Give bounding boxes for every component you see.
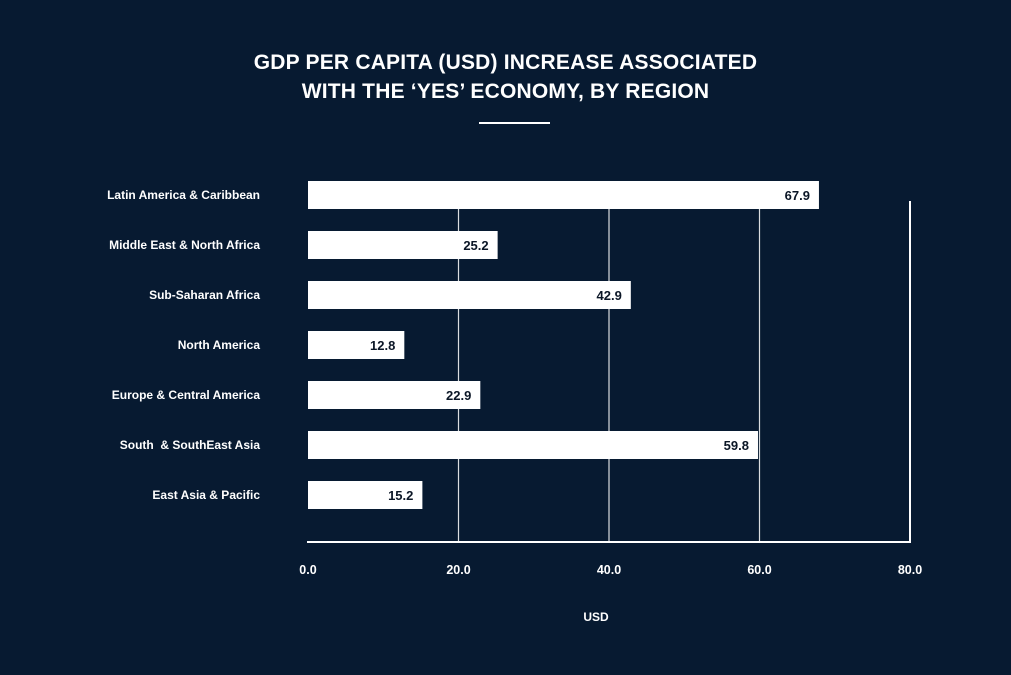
bar <box>308 481 423 509</box>
category-label: North America <box>178 338 261 352</box>
value-label: 59.8 <box>724 438 749 453</box>
value-label: 42.9 <box>597 288 622 303</box>
chart-title-line-1: GDP PER CAPITA (USD) INCREASE ASSOCIATED <box>253 51 758 74</box>
x-tick-label: 20.0 <box>446 563 470 577</box>
category-label: Middle East & North Africa <box>109 238 260 252</box>
bars: Latin America & Caribbean 67.9 Middle East… <box>107 181 819 509</box>
category-label: East Asia & Pacific <box>152 488 260 502</box>
bar <box>308 431 758 459</box>
value-label: 67.9 <box>785 188 810 203</box>
x-axis: 0.0 20.0 40.0 60.0 80.0 <box>299 541 922 577</box>
x-tick-label: 80.0 <box>898 563 922 577</box>
bar <box>308 331 405 359</box>
category-label: Latin America & Caribbean <box>107 188 260 202</box>
x-axis-title: USD <box>583 610 609 624</box>
chart-title-line-2: WITH THE ‘YES’ ECONOMY, BY REGION <box>301 80 710 103</box>
category-label: Europe & Central America <box>112 388 261 402</box>
bar <box>308 181 819 209</box>
chart-title: GDP PER CAPITA (USD) INCREASE ASSOCIATED… <box>0 48 1011 106</box>
bar <box>308 231 498 259</box>
value-label: 15.2 <box>388 488 413 503</box>
bar <box>308 281 631 309</box>
title-underline <box>479 122 550 124</box>
category-label: South & SouthEast Asia <box>120 438 261 452</box>
x-tick-label: 0.0 <box>299 563 316 577</box>
gridlines <box>457 201 911 542</box>
category-label: Sub-Saharan Africa <box>149 288 260 302</box>
value-label: 22.9 <box>446 388 471 403</box>
value-label: 12.8 <box>370 338 395 353</box>
x-tick-label: 40.0 <box>597 563 621 577</box>
bar <box>308 381 481 409</box>
x-tick-label: 60.0 <box>747 563 771 577</box>
value-label: 25.2 <box>463 238 488 253</box>
